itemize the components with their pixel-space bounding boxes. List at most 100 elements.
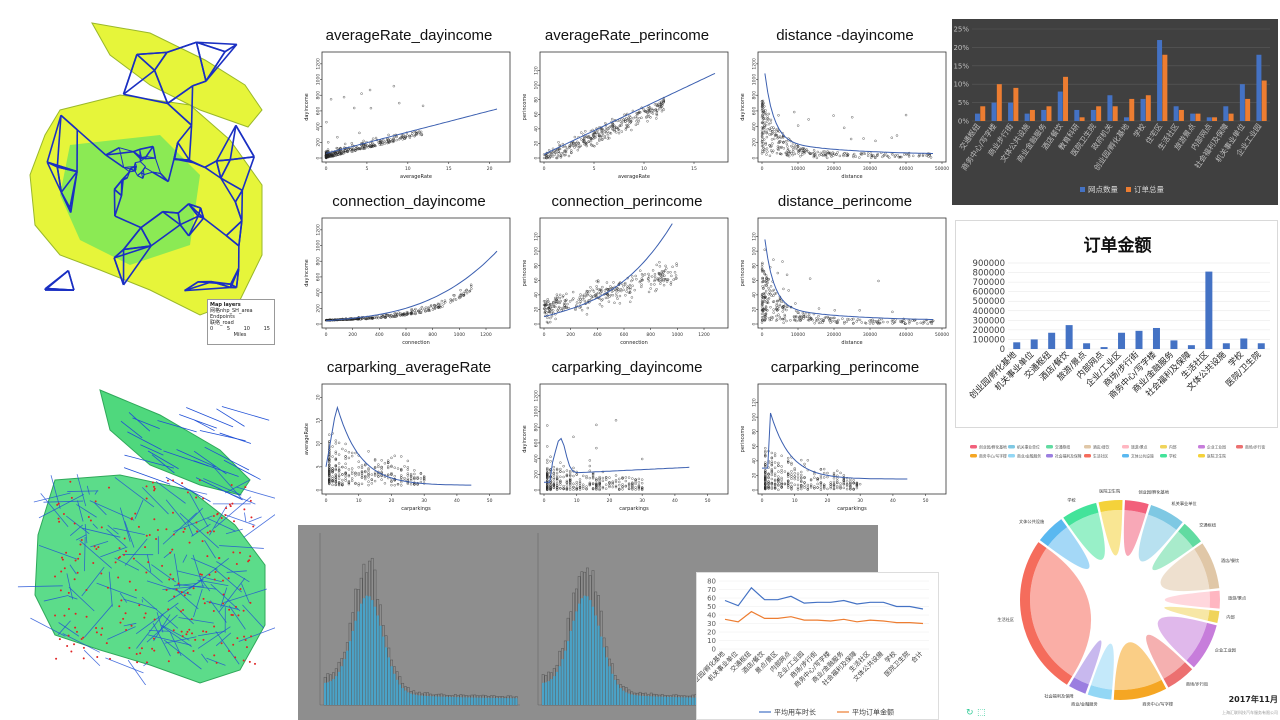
scatter-point bbox=[812, 149, 816, 152]
scatter-point bbox=[849, 481, 852, 485]
scatter-point bbox=[584, 130, 587, 133]
scatter-point bbox=[328, 470, 331, 474]
scatter-point bbox=[590, 298, 593, 301]
scatter-point bbox=[763, 300, 766, 303]
road-line bbox=[68, 595, 78, 600]
scatter-point bbox=[776, 129, 780, 133]
scatter-point bbox=[771, 142, 774, 145]
scatter-point bbox=[549, 483, 552, 486]
hist-bar bbox=[600, 636, 603, 705]
scatter-point bbox=[802, 313, 806, 316]
scatter-point bbox=[653, 275, 657, 278]
scatter-point bbox=[614, 484, 618, 488]
scatter-point bbox=[544, 303, 548, 306]
road-line bbox=[62, 633, 100, 653]
endpoint-dot bbox=[148, 534, 151, 537]
scatter-point bbox=[427, 309, 430, 312]
hist-bar bbox=[650, 696, 653, 705]
hist-bar bbox=[597, 625, 600, 705]
scatter-point bbox=[932, 319, 935, 322]
hist-bar bbox=[351, 630, 354, 705]
endpoint-dot bbox=[153, 518, 156, 521]
map-roads-svg bbox=[17, 389, 289, 691]
endpoint-dot bbox=[74, 559, 77, 562]
scatter-point bbox=[386, 138, 389, 141]
road-line bbox=[161, 626, 192, 647]
scatter-point bbox=[617, 128, 621, 132]
scatter-point bbox=[842, 482, 845, 486]
y-tick-label: 600 bbox=[534, 438, 540, 447]
hist-bar bbox=[387, 657, 390, 705]
road-line bbox=[198, 631, 225, 637]
download-icon[interactable]: ⬚ bbox=[977, 708, 986, 718]
scatter-point bbox=[849, 487, 852, 491]
scatter-point bbox=[612, 281, 615, 284]
scatter-point bbox=[364, 463, 367, 466]
scatter-point bbox=[574, 142, 578, 145]
scatter-point bbox=[548, 156, 551, 160]
scatter-point bbox=[787, 471, 790, 475]
road-line bbox=[173, 515, 213, 533]
refresh-icon[interactable]: ↻ bbox=[966, 708, 974, 718]
scatter-point bbox=[854, 155, 858, 158]
scatter-point bbox=[570, 141, 573, 145]
map-green-zone bbox=[60, 135, 200, 265]
scatter-point bbox=[415, 130, 418, 133]
scatter-point bbox=[393, 312, 396, 315]
y-tick-label: 700000 bbox=[973, 278, 1005, 288]
legend-label: 机关事业单位 bbox=[1017, 445, 1040, 450]
scatter-point bbox=[762, 292, 765, 295]
scatter-point bbox=[575, 487, 578, 490]
scatter-point bbox=[797, 319, 801, 322]
scatter-point bbox=[767, 123, 771, 126]
road-segment bbox=[76, 129, 107, 156]
scatter-point bbox=[654, 289, 657, 293]
legend-swatch bbox=[1046, 445, 1053, 449]
scatter-point bbox=[796, 475, 800, 478]
scatter-point bbox=[770, 132, 774, 135]
scatter-point bbox=[768, 316, 771, 320]
scatter-point bbox=[764, 450, 767, 453]
scatter-point bbox=[776, 147, 780, 151]
bar bbox=[1145, 95, 1151, 121]
hist-bar bbox=[440, 696, 443, 705]
scatter-point bbox=[658, 261, 661, 264]
y-tick-label: 1200 bbox=[752, 58, 758, 70]
scatter-point bbox=[618, 488, 621, 491]
hist-bar bbox=[672, 697, 675, 705]
scatter-point bbox=[468, 289, 472, 293]
scatter-point bbox=[381, 315, 384, 318]
scatter-point bbox=[434, 304, 437, 307]
scatter-point bbox=[826, 475, 829, 479]
endpoint-dot bbox=[202, 638, 205, 641]
scatter-plot: averageRate_dayincome 0 5 10 15 20 0 200 400 600 8… bbox=[300, 22, 518, 188]
scatter-point bbox=[547, 307, 550, 310]
scatter-point bbox=[373, 459, 377, 462]
scatter-point bbox=[634, 478, 637, 481]
endpoint-dot bbox=[138, 604, 141, 607]
scatter-point bbox=[837, 318, 840, 322]
scatter-point bbox=[790, 461, 793, 465]
endpoint-dot bbox=[234, 656, 237, 659]
scatter-point bbox=[351, 150, 354, 153]
scatter-point bbox=[777, 464, 780, 467]
scatter-point bbox=[787, 479, 790, 482]
road-segment bbox=[105, 147, 120, 156]
scatter-point bbox=[347, 456, 351, 460]
scatter-point bbox=[585, 476, 588, 480]
scatter-point bbox=[561, 151, 565, 155]
scatter-point bbox=[572, 474, 575, 478]
y-tick-label: 80 bbox=[752, 263, 758, 269]
scatter-point bbox=[764, 306, 768, 309]
scatter-point bbox=[591, 487, 595, 490]
scatter-point bbox=[546, 461, 549, 464]
scatter-point bbox=[409, 472, 413, 476]
y-tick-label: 120 bbox=[752, 398, 758, 407]
scatter-point bbox=[900, 155, 903, 159]
scatter-point bbox=[605, 487, 608, 490]
scatter-point bbox=[815, 317, 818, 320]
scatter-point bbox=[777, 484, 780, 487]
road-line bbox=[221, 406, 270, 421]
scatter-point bbox=[822, 150, 825, 153]
scatter-point bbox=[855, 486, 859, 490]
